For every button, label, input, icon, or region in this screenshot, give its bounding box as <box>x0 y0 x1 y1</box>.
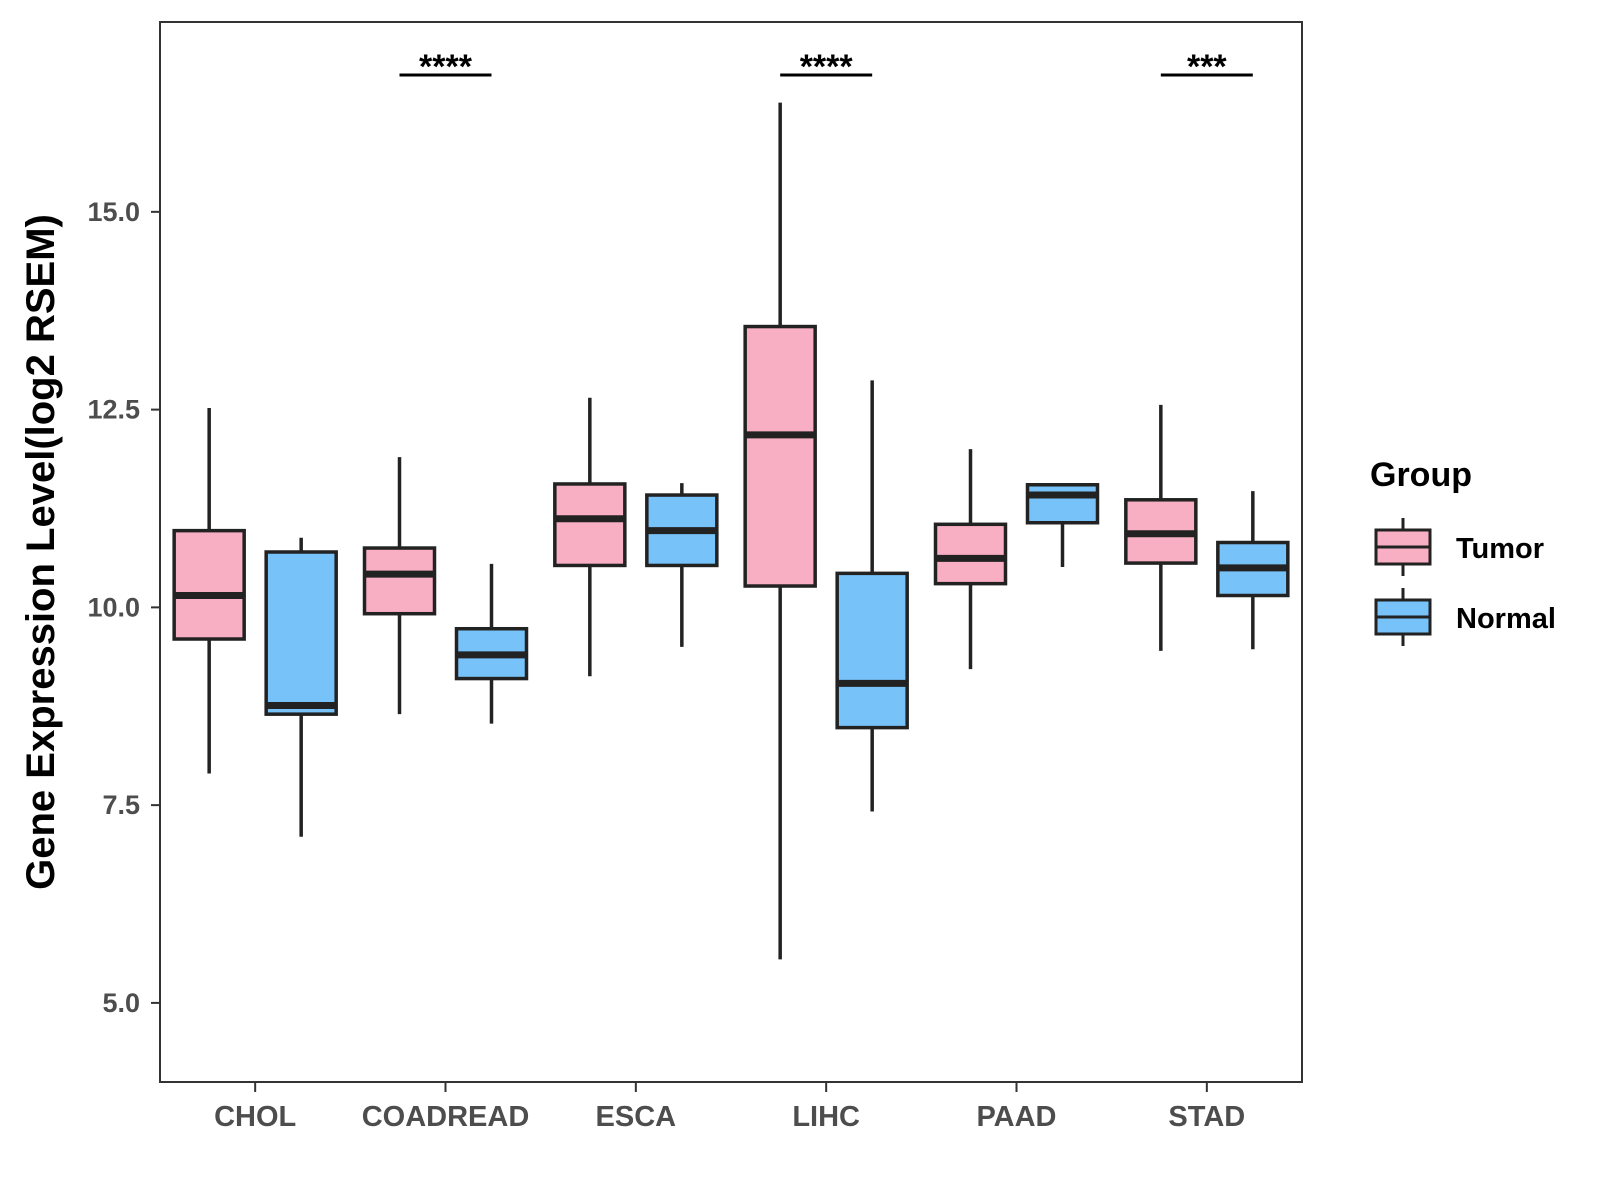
x-tick-label: COADREAD <box>362 1101 530 1133</box>
y-axis-title: Gene Expression Level(log2 RSEM) <box>19 214 63 890</box>
y-axis: 5.0 7.5 10.0 12.5 15.0 <box>87 197 160 1018</box>
box-body <box>362 546 437 616</box>
box-tumor-esca <box>553 397 627 677</box>
legend: Group Tumor Normal <box>1370 456 1556 646</box>
box-tumor-lihc <box>743 102 817 960</box>
significance-coadread: **** <box>399 48 492 86</box>
box-body <box>933 522 1008 586</box>
legend-label: Normal <box>1456 603 1556 635</box>
legend-title: Group <box>1370 456 1472 494</box>
box-normal-esca <box>645 483 719 647</box>
legend-label: Tumor <box>1456 533 1544 565</box>
y-tick-label: 10.0 <box>87 592 140 622</box>
y-tick-label: 5.0 <box>102 988 140 1018</box>
x-tick-label: ESCA <box>596 1101 677 1133</box>
box-body <box>172 528 246 641</box>
x-tick-label: CHOL <box>214 1101 296 1133</box>
significance-label: *** <box>1187 48 1227 86</box>
x-tick-label: LIHC <box>792 1101 860 1133</box>
box-normal-lihc <box>835 380 909 812</box>
box-body <box>264 550 338 716</box>
significance-stad: *** <box>1160 48 1253 86</box>
panel-border <box>159 21 1303 1083</box>
box-body <box>553 482 627 568</box>
legend-item-normal: Normal <box>1374 588 1556 646</box>
box-body <box>835 571 909 730</box>
box-tumor-chol <box>172 408 246 774</box>
x-tick-label: PAAD <box>976 1101 1056 1133</box>
y-tick-label: 12.5 <box>87 395 140 425</box>
box-body <box>1025 483 1100 525</box>
y-tick-label: 15.0 <box>87 197 140 227</box>
box-tumor-stad <box>1124 404 1198 651</box>
box-normal-chol <box>264 537 338 837</box>
significance-label: **** <box>419 48 473 86</box>
box-tumor-paad <box>933 449 1008 670</box>
box-normal-paad <box>1025 483 1100 568</box>
box-normal-coadread <box>454 563 529 724</box>
box-normal-stad <box>1216 491 1290 650</box>
x-tick-label: STAD <box>1168 1101 1245 1133</box>
legend-item-tumor: Tumor <box>1374 518 1544 576</box>
significance-label: **** <box>800 48 854 86</box>
box-tumor-coadread <box>362 457 437 715</box>
box-body <box>743 324 817 588</box>
y-tick-label: 7.5 <box>102 790 140 820</box>
significance-lihc: **** <box>780 48 873 86</box>
x-axis: CHOL COADREAD ESCA LIHC PAAD STAD <box>214 1082 1245 1133</box>
plot-marks: **** **** *** <box>172 48 1290 960</box>
